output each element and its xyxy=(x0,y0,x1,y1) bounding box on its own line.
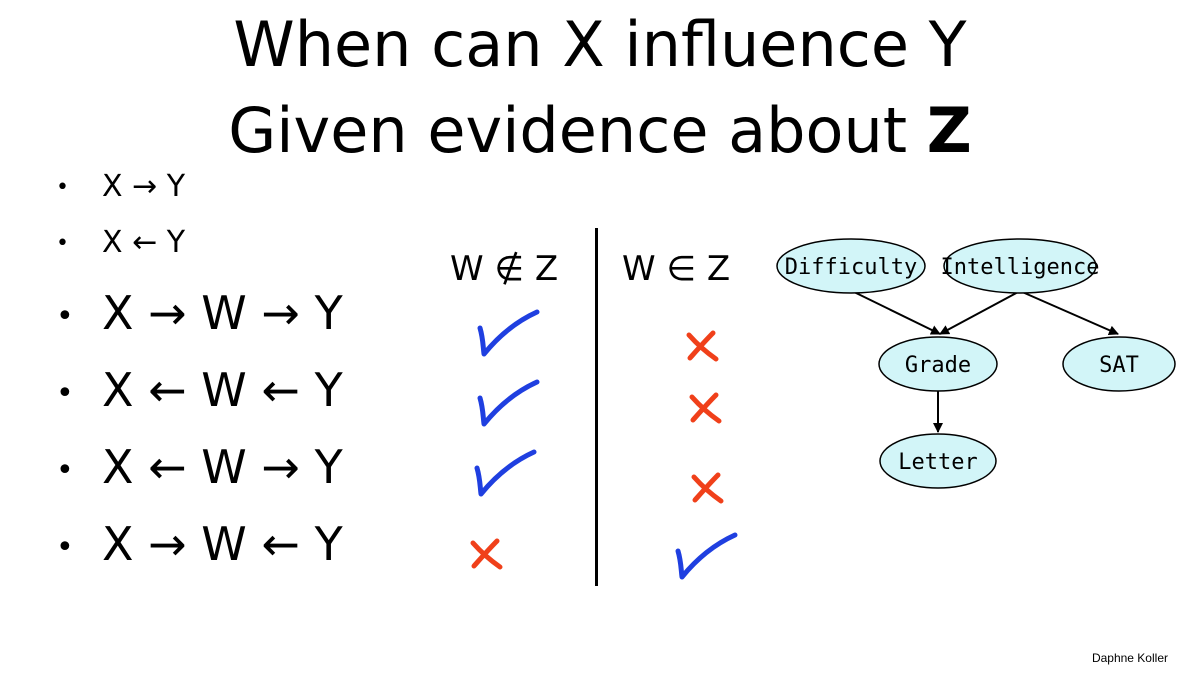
cross-mark xyxy=(470,538,503,570)
bullet-text: X ← W ← Y xyxy=(102,363,343,417)
author-credit: Daphne Koller xyxy=(1091,651,1168,665)
check-mark xyxy=(675,532,738,580)
cross-mark xyxy=(691,472,724,504)
check-stroke xyxy=(675,532,738,580)
node-sat-label: SAT xyxy=(1099,353,1139,378)
bullet-text: X → Y xyxy=(102,169,186,204)
column-divider xyxy=(595,228,598,586)
bullet-item: • X → W → Y xyxy=(56,290,343,336)
bullet-dot: • xyxy=(56,375,74,411)
node-letter-label: Letter xyxy=(898,450,977,475)
node-letter: Letter xyxy=(879,433,997,489)
bullet-item: • X ← Y xyxy=(56,228,185,258)
cross-stroke xyxy=(470,538,503,570)
bullet-item: • X ← W ← Y xyxy=(56,367,343,413)
column-header-not-in-z: W ∉ Z xyxy=(450,249,559,289)
bullet-dot: • xyxy=(56,452,74,488)
cross-stroke xyxy=(689,392,722,424)
bullet-text: X → W → Y xyxy=(102,286,343,340)
node-intelligence-label: Intelligence xyxy=(941,255,1100,280)
check-stroke xyxy=(477,379,540,427)
bullet-text: X → W ← Y xyxy=(102,517,343,571)
edge-difficulty-grade xyxy=(851,290,941,335)
node-sat: SAT xyxy=(1062,336,1176,392)
bullet-item: • X ← W → Y xyxy=(56,444,343,490)
bullet-dot: • xyxy=(56,298,74,334)
bullet-text: X ← W → Y xyxy=(102,440,343,494)
edge-intelligence-grade xyxy=(939,290,1021,335)
bullet-item: • X → Y xyxy=(56,172,185,202)
node-intelligence: Intelligence xyxy=(941,238,1100,294)
bullet-item: • X → W ← Y xyxy=(56,521,343,567)
check-stroke xyxy=(477,309,540,357)
title-z: Z xyxy=(926,94,972,167)
column-header-in-z: W ∈ Z xyxy=(622,249,731,289)
cross-stroke xyxy=(691,472,724,504)
check-mark xyxy=(474,449,537,497)
cross-stroke xyxy=(686,330,719,362)
check-stroke xyxy=(474,449,537,497)
check-mark xyxy=(477,309,540,357)
bullet-dot: • xyxy=(56,529,74,565)
node-difficulty-label: Difficulty xyxy=(785,255,917,280)
check-mark xyxy=(477,379,540,427)
slide-title-line-2: Given evidence about Z xyxy=(0,100,1200,162)
slide-title-line-1: When can X influence Y xyxy=(233,8,967,81)
edge-intelligence-sat xyxy=(1019,290,1119,335)
bullet-dot: • xyxy=(56,230,69,256)
cross-mark xyxy=(686,330,719,362)
cross-mark xyxy=(689,392,722,424)
bullet-text: X ← Y xyxy=(102,225,186,260)
node-difficulty: Difficulty xyxy=(776,238,926,294)
node-grade-label: Grade xyxy=(905,353,971,378)
bullet-dot: • xyxy=(56,174,69,200)
title-prefix: Given evidence about xyxy=(228,94,927,167)
node-grade: Grade xyxy=(878,336,998,392)
